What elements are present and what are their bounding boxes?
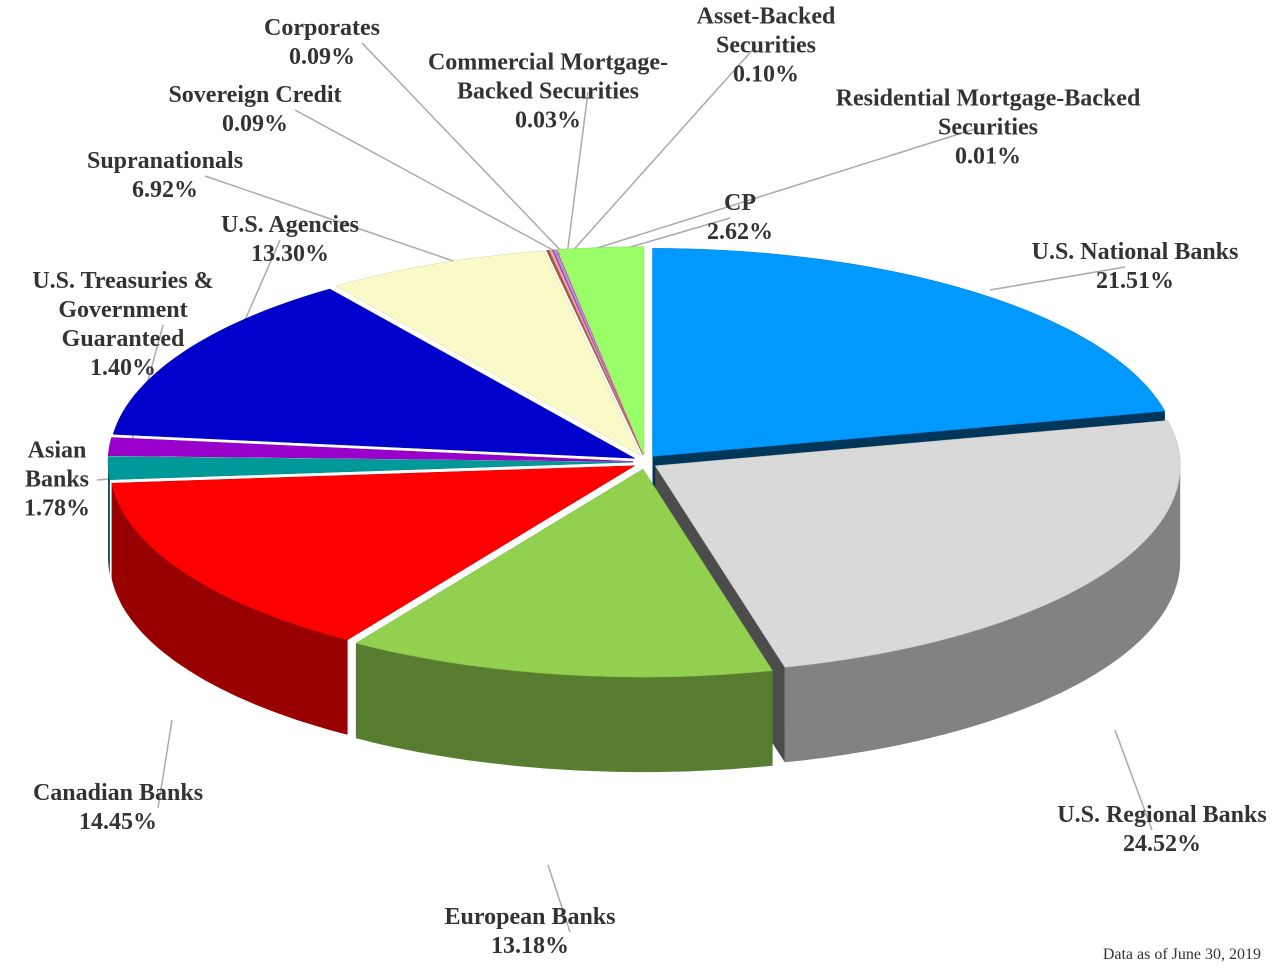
leader-line [568, 45, 757, 256]
slice [107, 437, 634, 462]
data-label: Sovereign Credit 0.09% [125, 81, 385, 139]
value-label: 0.01% [955, 143, 1021, 170]
value-label: 1.78% [24, 495, 90, 522]
value-label: 1.40% [90, 355, 156, 381]
data-label: Asian Banks 1.78% [2, 437, 112, 524]
value-label: 21.51% [1096, 268, 1174, 294]
data-label: Residential Mortgage-Backed Securities 0.… [828, 85, 1148, 172]
value-label: 0.03% [515, 107, 581, 134]
slice [334, 250, 641, 456]
data-label: European Banks 13.18% [380, 903, 680, 961]
slice-side [355, 643, 773, 773]
data-label: CP 2.62% [690, 189, 790, 247]
data-label: U.S. Regional Banks 24.52% [1052, 801, 1272, 859]
slice-side [784, 465, 1181, 763]
data-label: U.S. Treasuries & Government Guaranteed 1… [8, 267, 238, 383]
category-label: Residential Mortgage-Backed Securities [835, 85, 1141, 141]
data-label: Supranationals 6.92% [35, 147, 295, 205]
data-label: Canadian Banks 14.45% [0, 779, 248, 837]
leader-line [204, 175, 466, 266]
slice [654, 420, 1181, 668]
category-label: Asian Banks [24, 437, 90, 493]
data-label: Commercial Mortgage-Backed Securities 0.0… [418, 49, 678, 136]
category-label: Sovereign Credit [168, 82, 342, 108]
leader-line [989, 266, 1126, 291]
category-label: Corporates [264, 15, 380, 41]
slice-tops [107, 246, 1181, 678]
data-label: Corporates 0.09% [222, 14, 422, 72]
slice-side [111, 483, 348, 735]
category-label: Canadian Banks [32, 780, 204, 806]
category-label: Supranationals [86, 148, 244, 174]
leader-line [1114, 729, 1153, 831]
slice [111, 465, 636, 641]
category-label: U.S. Agencies [221, 212, 359, 238]
value-label: 2.62% [707, 219, 773, 245]
value-label: 13.30% [251, 241, 329, 267]
leader-line [566, 91, 589, 256]
value-label: 13.18% [491, 933, 569, 959]
value-label: 24.52% [1123, 831, 1201, 857]
leader-line [547, 864, 571, 933]
data-label: U.S. National Banks 21.51% [975, 238, 1275, 296]
slice [652, 248, 1166, 457]
data-label: U.S. Agencies 13.30% [170, 211, 410, 269]
value-label: 6.92% [132, 177, 198, 203]
value-label: 14.45% [79, 809, 157, 835]
category-label: European Banks [444, 904, 616, 930]
slice [112, 288, 635, 459]
category-label: U.S. Treasuries & Government Guaranteed [32, 268, 214, 352]
slice [355, 468, 774, 678]
category-label: U.S. Regional Banks [1057, 802, 1267, 828]
slice [107, 456, 634, 480]
category-label: U.S. National Banks [1031, 239, 1239, 265]
leader-line [361, 42, 566, 256]
leader-line [294, 109, 563, 256]
slice [557, 246, 645, 455]
note: Data as of June 30, 2019 [1102, 946, 1261, 963]
value-label: 0.10% [733, 61, 799, 88]
slice [556, 249, 644, 455]
category-label: CP [724, 190, 756, 216]
category-label: Commercial Mortgage-Backed Securities [427, 49, 669, 105]
category-label: Asset-Backed Securities [696, 3, 836, 59]
slice-side [108, 462, 110, 575]
value-label: 0.09% [222, 111, 288, 137]
leader-line [571, 127, 979, 257]
value-label: 0.09% [289, 44, 355, 70]
data-label: Asset-Backed Securities 0.10% [666, 3, 866, 90]
leader-line [157, 719, 173, 809]
